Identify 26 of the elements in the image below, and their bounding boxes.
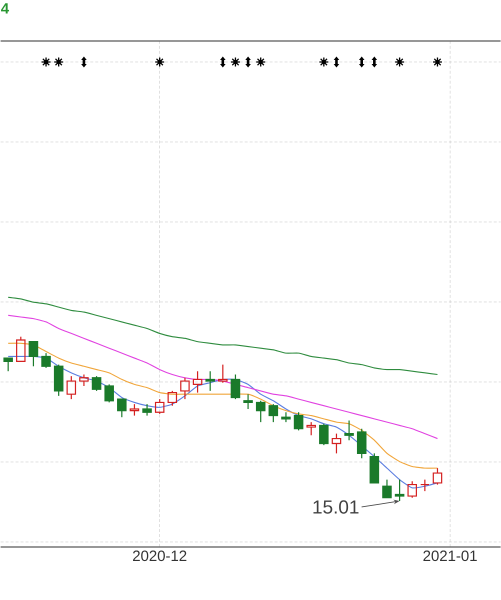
candlestick (420, 479, 430, 492)
candlestick (192, 370, 202, 394)
candlestick (54, 364, 64, 396)
candlestick (394, 479, 404, 502)
candlestick (332, 433, 342, 454)
candlestick (130, 403, 140, 416)
candlestick (66, 376, 76, 400)
candlestick (369, 452, 380, 484)
x-tick-label: 2021-01 (423, 550, 477, 562)
candlestick (154, 398, 164, 415)
candlestick (344, 420, 354, 441)
candlestick (356, 428, 366, 459)
x-tick-label: 2020-12 (132, 550, 186, 562)
candlestick (256, 400, 266, 423)
annotation: 15.01 (313, 500, 358, 514)
candlestick (116, 398, 126, 418)
candlestick (3, 357, 13, 372)
candlestick (16, 336, 26, 362)
candlestick (243, 394, 253, 410)
candlestick (306, 422, 316, 436)
candlestick (180, 377, 190, 400)
candlestick (218, 364, 228, 384)
text: 4 (0, 3, 9, 14)
candlestick (205, 370, 215, 392)
candlestick (28, 341, 38, 367)
candlestick (268, 403, 278, 423)
